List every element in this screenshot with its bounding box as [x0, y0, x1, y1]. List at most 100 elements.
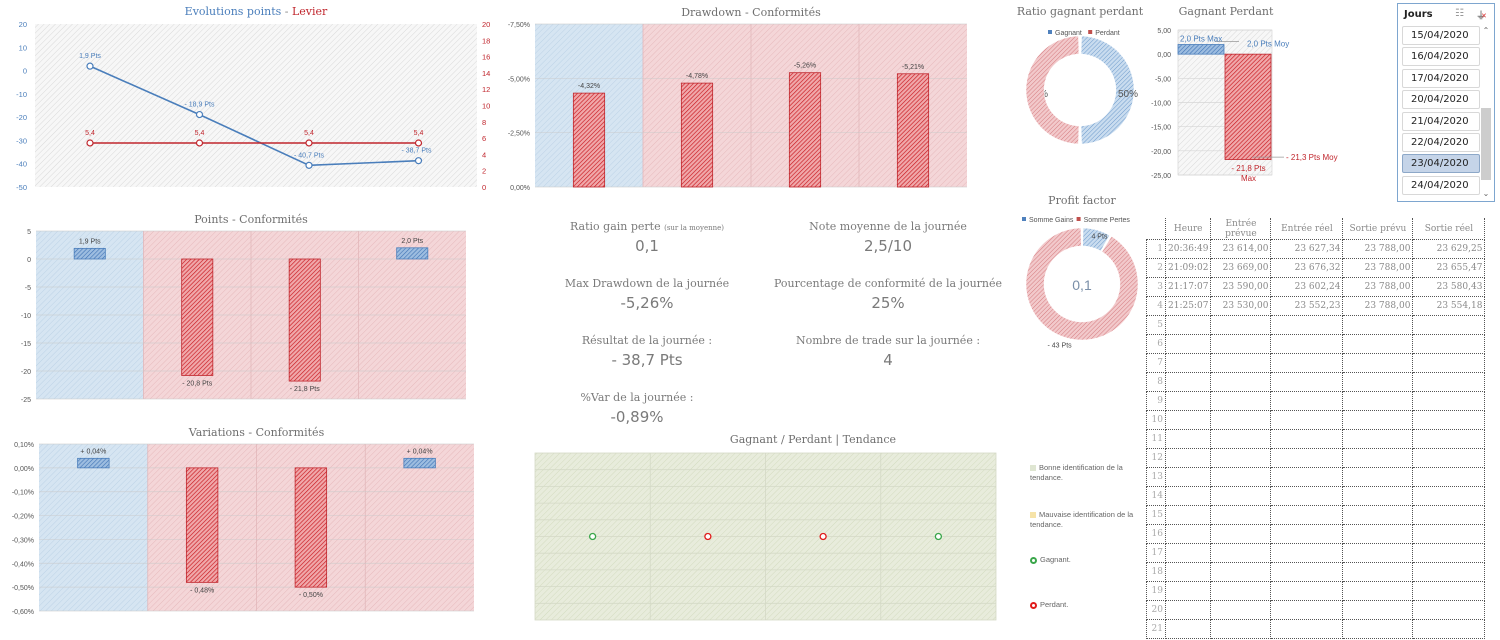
- table-cell[interactable]: [1164, 410, 1212, 430]
- table-cell[interactable]: 23 788,00: [1342, 239, 1414, 259]
- table-cell[interactable]: [1210, 410, 1272, 430]
- table-cell[interactable]: [1270, 619, 1344, 639]
- table-cell[interactable]: [1210, 524, 1272, 544]
- table-cell[interactable]: [1270, 429, 1344, 449]
- table-cell[interactable]: [1270, 543, 1344, 563]
- table-cell[interactable]: [1210, 486, 1272, 506]
- table-cell[interactable]: [1164, 334, 1212, 354]
- table-cell[interactable]: [1164, 524, 1212, 544]
- table-cell[interactable]: 23 602,24: [1270, 277, 1344, 297]
- table-cell[interactable]: 23 788,00: [1342, 277, 1414, 297]
- table-cell[interactable]: [1412, 486, 1486, 506]
- table-cell[interactable]: [1342, 486, 1414, 506]
- table-cell[interactable]: [1270, 334, 1344, 354]
- table-cell[interactable]: [1412, 391, 1486, 411]
- slicer-item[interactable]: 15/04/2020: [1402, 26, 1480, 45]
- table-cell[interactable]: [1412, 467, 1486, 487]
- table-cell[interactable]: 23 788,00: [1342, 296, 1414, 316]
- table-cell[interactable]: [1342, 353, 1414, 373]
- table-cell[interactable]: [1270, 581, 1344, 601]
- table-cell[interactable]: [1164, 429, 1212, 449]
- table-cell[interactable]: [1412, 410, 1486, 430]
- table-cell[interactable]: [1270, 410, 1344, 430]
- table-cell[interactable]: [1270, 372, 1344, 392]
- table-cell[interactable]: [1164, 353, 1212, 373]
- table-cell[interactable]: [1270, 524, 1344, 544]
- table-cell[interactable]: 21:17:07: [1164, 277, 1212, 297]
- table-cell[interactable]: [1164, 505, 1212, 525]
- table-cell[interactable]: [1270, 600, 1344, 620]
- table-cell[interactable]: [1210, 581, 1272, 601]
- table-cell[interactable]: [1164, 467, 1212, 487]
- table-cell[interactable]: [1210, 600, 1272, 620]
- table-cell[interactable]: 23 676,32: [1270, 258, 1344, 278]
- table-cell[interactable]: [1342, 429, 1414, 449]
- table-cell[interactable]: [1342, 467, 1414, 487]
- table-cell[interactable]: [1164, 315, 1212, 335]
- table-cell[interactable]: 23 788,00: [1342, 258, 1414, 278]
- table-cell[interactable]: [1342, 315, 1414, 335]
- table-cell[interactable]: [1412, 372, 1486, 392]
- table-cell[interactable]: [1210, 505, 1272, 525]
- table-cell[interactable]: [1270, 315, 1344, 335]
- scroll-up-icon[interactable]: ⌃: [1482, 26, 1490, 35]
- table-cell[interactable]: [1342, 391, 1414, 411]
- table-cell[interactable]: [1342, 410, 1414, 430]
- table-cell[interactable]: [1342, 543, 1414, 563]
- table-cell[interactable]: [1164, 391, 1212, 411]
- table-cell[interactable]: [1270, 486, 1344, 506]
- table-cell[interactable]: [1270, 562, 1344, 582]
- table-cell[interactable]: [1210, 372, 1272, 392]
- table-cell[interactable]: 23 530,00: [1210, 296, 1272, 316]
- table-cell[interactable]: 21:09:02: [1164, 258, 1212, 278]
- table-cell[interactable]: 21:25:07: [1164, 296, 1212, 316]
- slicer-item[interactable]: 24/04/2020: [1402, 175, 1480, 195]
- table-cell[interactable]: [1164, 372, 1212, 392]
- table-cell[interactable]: [1412, 543, 1486, 563]
- table-cell[interactable]: 23 629,25: [1412, 239, 1486, 259]
- slicer-item[interactable]: 16/04/2020: [1402, 47, 1480, 67]
- table-cell[interactable]: [1270, 467, 1344, 487]
- table-cell[interactable]: [1210, 467, 1272, 487]
- table-cell[interactable]: [1412, 581, 1486, 601]
- table-cell[interactable]: [1210, 619, 1272, 639]
- table-cell[interactable]: [1412, 315, 1486, 335]
- table-cell[interactable]: [1270, 448, 1344, 468]
- table-cell[interactable]: [1342, 524, 1414, 544]
- multiselect-icon[interactable]: ☷: [1455, 8, 1464, 19]
- scrollbar-thumb[interactable]: [1481, 108, 1491, 180]
- table-cell[interactable]: [1342, 505, 1414, 525]
- table-cell[interactable]: 23 614,00: [1210, 239, 1272, 259]
- table-cell[interactable]: [1164, 543, 1212, 563]
- slicer-item[interactable]: 20/04/2020: [1402, 90, 1480, 110]
- table-cell[interactable]: 23 669,00: [1210, 258, 1272, 278]
- table-cell[interactable]: [1270, 505, 1344, 525]
- table-cell[interactable]: [1412, 600, 1486, 620]
- table-cell[interactable]: [1164, 562, 1212, 582]
- table-cell[interactable]: [1210, 353, 1272, 373]
- table-cell[interactable]: [1412, 505, 1486, 525]
- slicer-item[interactable]: 23/04/2020: [1402, 154, 1480, 174]
- slicer-item[interactable]: 22/04/2020: [1402, 132, 1480, 152]
- table-cell[interactable]: [1342, 600, 1414, 620]
- table-cell[interactable]: 23 655,47: [1412, 258, 1486, 278]
- table-cell[interactable]: [1412, 562, 1486, 582]
- table-cell[interactable]: [1164, 448, 1212, 468]
- table-cell[interactable]: [1412, 353, 1486, 373]
- table-cell[interactable]: [1412, 619, 1486, 639]
- table-cell[interactable]: [1342, 334, 1414, 354]
- table-cell[interactable]: [1270, 391, 1344, 411]
- table-cell[interactable]: [1164, 619, 1212, 639]
- table-cell[interactable]: [1164, 600, 1212, 620]
- table-cell[interactable]: [1164, 486, 1212, 506]
- table-cell[interactable]: [1412, 334, 1486, 354]
- table-cell[interactable]: 20:36:49: [1164, 239, 1212, 259]
- table-cell[interactable]: [1412, 429, 1486, 449]
- table-cell[interactable]: [1210, 543, 1272, 563]
- table-cell[interactable]: [1164, 581, 1212, 601]
- table-cell[interactable]: [1210, 448, 1272, 468]
- table-cell[interactable]: [1342, 619, 1414, 639]
- table-cell[interactable]: [1342, 448, 1414, 468]
- table-cell[interactable]: 23 552,23: [1270, 296, 1344, 316]
- table-cell[interactable]: [1342, 581, 1414, 601]
